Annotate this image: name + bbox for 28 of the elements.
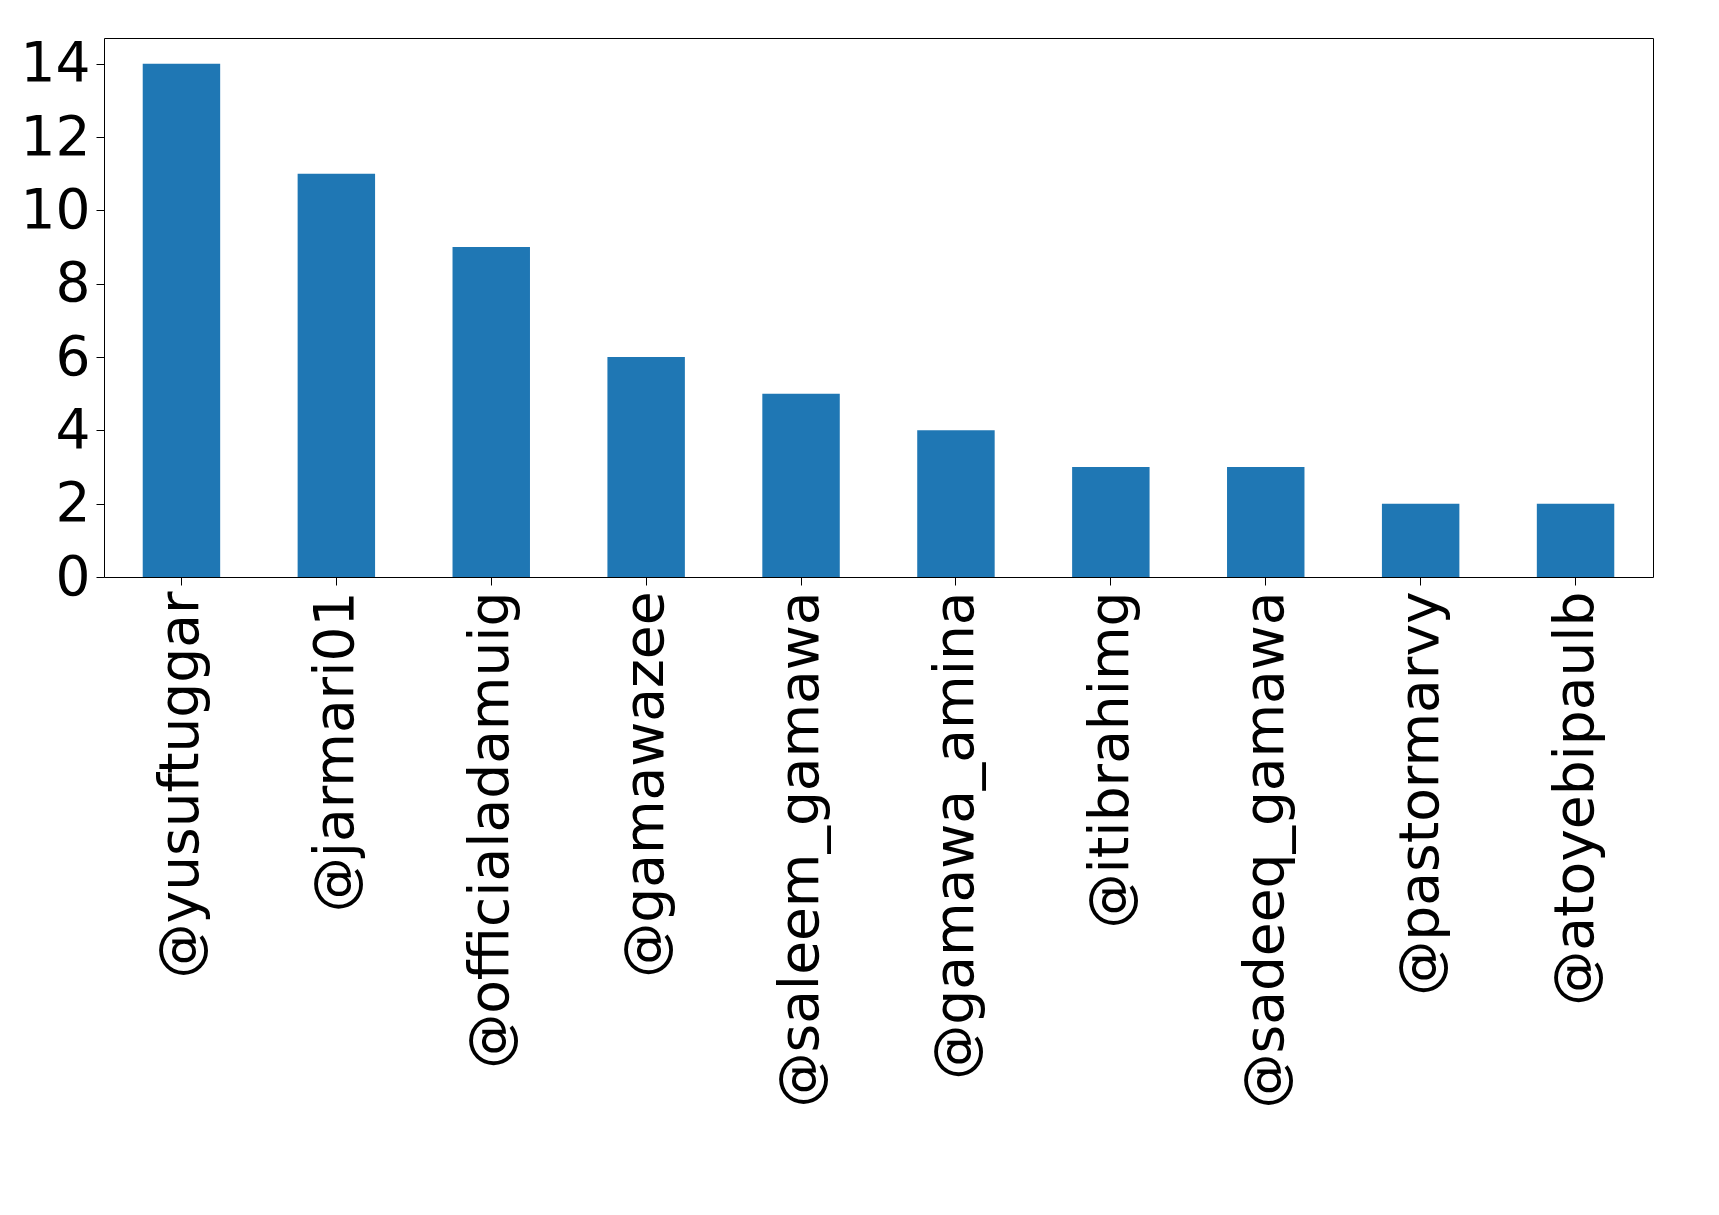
x-tick-label: @atoyebipaulb [1541,591,1606,1006]
bar [1227,467,1305,577]
y-tick-label: 4 [55,396,91,461]
x-tick-label: @saleem_gamawa [767,591,832,1108]
x-tick-label: @gamawazee [612,591,677,978]
y-tick-label: 8 [55,250,91,315]
x-tick-label: @jarmari01 [302,591,367,913]
x-tick-label: @yusuftuggar [147,591,212,979]
y-tick-label: 0 [55,543,91,608]
x-tick-label: @itibrahimg [1076,591,1141,929]
x-tick-label: @pastormarvy [1386,591,1451,996]
bar [607,357,685,577]
bar [917,430,995,577]
y-tick-label: 12 [20,103,91,168]
bar [1536,503,1615,577]
y-tick-label: 6 [55,323,91,388]
bar [1381,503,1460,577]
bar [762,393,840,577]
x-tick-label: @sadeeq_gamawa [1231,591,1296,1109]
bar [452,247,530,577]
x-tick-label: @gamawa_amina [921,591,986,1080]
y-tick-label: 2 [55,470,91,535]
bar [1072,467,1150,577]
bar [297,173,376,577]
y-tick-label: 14 [20,30,91,95]
y-tick-label: 10 [20,176,91,241]
bar [142,63,221,577]
x-tick-label: @officialadamuig [457,591,522,1069]
